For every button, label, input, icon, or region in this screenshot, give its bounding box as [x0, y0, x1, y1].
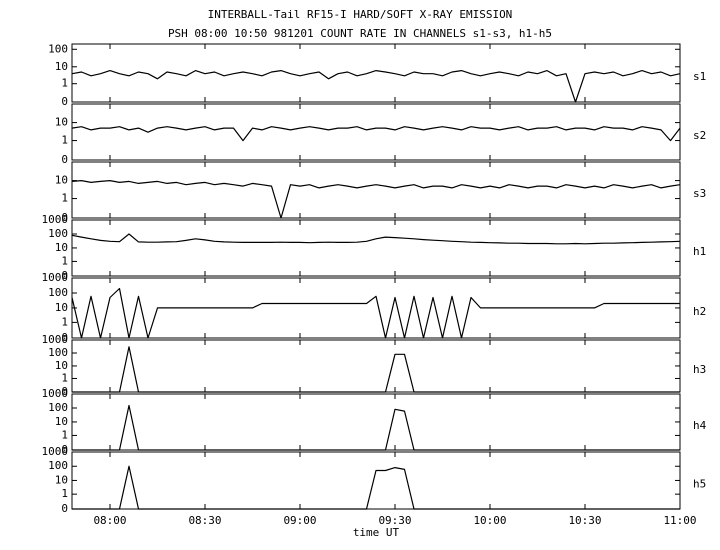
y-tick-label: 1: [61, 428, 68, 441]
y-tick-label: 0: [61, 331, 68, 344]
y-tick-label: 1000: [42, 333, 69, 346]
panel-label: h5: [693, 478, 706, 491]
y-tick-label: 100: [48, 227, 68, 240]
y-tick-label: 1000: [42, 445, 69, 458]
y-tick-label: 1000: [42, 213, 69, 226]
y-tick-label: 10: [55, 473, 68, 486]
trace: [72, 404, 680, 451]
x-tick-label: 08:30: [188, 514, 221, 527]
panel-label: h4: [693, 419, 707, 432]
panel-frame: [71, 43, 681, 103]
y-tick-label: 10: [55, 301, 68, 314]
y-tick-label: 1: [61, 134, 68, 147]
trace: [72, 465, 680, 510]
panel-label: h1: [693, 245, 706, 258]
chart-title: INTERBALL-Tail RF15-I HARD/SOFT X-RAY EM…: [208, 8, 513, 21]
y-tick-label: 1: [61, 315, 68, 328]
y-tick-label: 100: [48, 286, 68, 299]
y-tick-label: 0: [61, 502, 68, 515]
y-tick-label: 1: [61, 371, 68, 384]
y-tick-label: 10: [55, 60, 68, 73]
y-tick-label: 1000: [42, 387, 69, 400]
panel-frame: [71, 103, 681, 161]
y-tick-label: 1: [61, 77, 68, 90]
trace: [71, 70, 681, 103]
trace: [72, 346, 680, 393]
y-tick-label: 10: [55, 116, 68, 129]
panel-frame: [71, 161, 681, 219]
y-tick-label: 0: [61, 443, 68, 456]
panel-label: s1: [693, 70, 706, 83]
y-tick-label: 1: [61, 254, 68, 267]
x-tick-label: 08:00: [93, 514, 126, 527]
x-tick-label: 10:00: [473, 514, 506, 527]
panel-label: h3: [693, 363, 706, 376]
y-tick-label: 10: [55, 415, 68, 428]
trace: [71, 180, 681, 219]
trace: [71, 287, 680, 339]
y-tick-label: 0: [61, 385, 68, 398]
y-tick-label: 0: [61, 153, 68, 166]
y-tick-label: 10: [55, 174, 68, 187]
trace: [71, 126, 681, 142]
y-tick-label: 1000: [42, 271, 69, 284]
chart-subtitle: PSH 08:00 10:50 981201 COUNT RATE IN CHA…: [168, 27, 552, 40]
y-tick-label: 10: [55, 359, 68, 372]
y-tick-label: 100: [48, 459, 68, 472]
x-tick-label: 09:30: [378, 514, 411, 527]
panel-label: s3: [693, 187, 706, 200]
y-tick-label: 0: [61, 95, 68, 108]
y-tick-label: 1: [61, 192, 68, 205]
y-tick-label: 0: [61, 211, 68, 224]
y-tick-label: 100: [48, 401, 68, 414]
x-axis-label: time UT: [353, 526, 400, 539]
y-tick-label: 100: [48, 42, 68, 55]
y-tick-label: 0: [61, 269, 68, 282]
panel-label: h2: [693, 305, 706, 318]
y-tick-label: 1: [61, 487, 68, 500]
x-tick-label: 10:30: [568, 514, 601, 527]
y-tick-label: 100: [48, 346, 68, 359]
y-tick-label: 10: [55, 241, 68, 254]
trace: [71, 233, 681, 245]
x-tick-label: 11:00: [663, 514, 696, 527]
panel-label: s2: [693, 129, 706, 142]
x-tick-label: 09:00: [283, 514, 316, 527]
